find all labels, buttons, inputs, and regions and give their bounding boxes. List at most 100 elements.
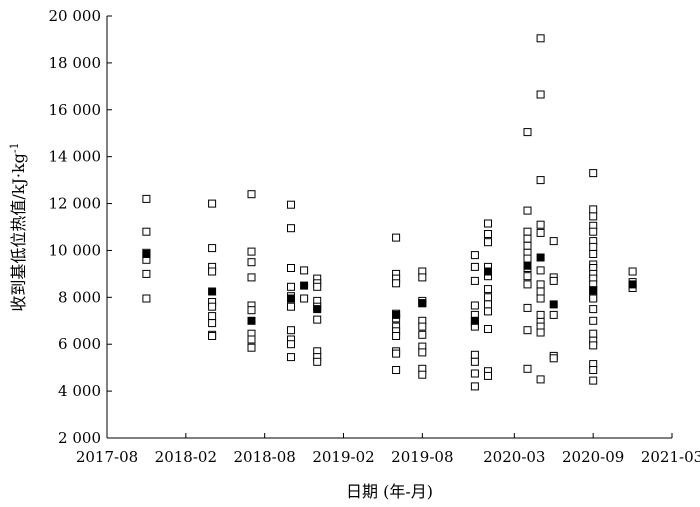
y-tick-label: 16 000: [49, 101, 102, 119]
data-point-open: [247, 190, 256, 199]
y-tick-label: 10 000: [49, 241, 102, 259]
data-point-open: [247, 258, 256, 267]
data-point-open: [589, 316, 598, 325]
data-point-open: [392, 349, 401, 358]
data-point-open: [523, 234, 532, 243]
data-point-open: [523, 241, 532, 250]
data-point-open: [484, 230, 492, 238]
data-point-open: [589, 212, 598, 221]
data-point-open: [536, 310, 545, 319]
axes: [106, 16, 672, 439]
data-point-filled: [536, 253, 545, 262]
data-point-filled: [247, 316, 256, 325]
data-point-open: [589, 169, 598, 178]
data-point-open: [247, 343, 256, 352]
data-point-open: [523, 280, 532, 289]
data-point-open: [536, 328, 545, 337]
data-point-open: [523, 326, 532, 335]
data-point-open: [418, 273, 427, 282]
data-point-open: [208, 244, 217, 253]
data-point-open: [470, 276, 479, 285]
data-point-open: [287, 302, 295, 311]
data-point-open: [208, 312, 217, 321]
data-point-filled: [523, 261, 532, 270]
data-point-open: [523, 272, 532, 281]
data-point-open: [142, 194, 151, 203]
data-point-open: [536, 287, 545, 296]
data-point-filled: [208, 287, 217, 296]
data-point-open: [287, 224, 295, 233]
x-tick-label: 2019-02: [312, 448, 374, 466]
data-point-open: [589, 329, 598, 338]
data-point-open: [208, 319, 217, 328]
y-axis-title: 收到基低位热值/kJ·kg-1: [8, 142, 29, 311]
data-point-open: [470, 357, 479, 366]
data-point-open: [208, 199, 217, 208]
data-point-open: [549, 310, 558, 319]
data-point-open: [536, 34, 545, 43]
data-point-filled: [549, 300, 558, 309]
data-point-open: [142, 294, 151, 303]
data-point-open: [589, 227, 598, 236]
data-point-open: [536, 176, 545, 185]
x-tick-label: 2020-09: [562, 448, 624, 466]
data-point-open: [287, 340, 295, 349]
data-point-open: [536, 280, 545, 289]
x-tick-label: 2017-08: [76, 448, 138, 466]
y-tick-label: 6 000: [58, 335, 101, 353]
data-point-open: [484, 293, 492, 302]
data-point-filled: [142, 250, 151, 258]
y-tick-label: 12 000: [49, 195, 102, 213]
data-point-open: [523, 303, 532, 312]
data-point-open: [392, 332, 401, 340]
data-point-open: [549, 276, 558, 285]
data-point-filled: [589, 286, 598, 295]
data-point-open: [392, 233, 401, 242]
data-point-open: [549, 237, 558, 246]
data-point-open: [247, 273, 256, 282]
data-point-open: [549, 354, 558, 363]
data-point-open: [287, 353, 295, 362]
data-point-filled: [287, 294, 295, 303]
data-point-open: [208, 302, 217, 311]
data-point-open: [247, 247, 256, 256]
data-point-open: [484, 325, 492, 333]
x-tick-label: 2021-03: [641, 448, 700, 466]
data-point-open: [536, 266, 545, 275]
y-axis-title-superscript: -1: [8, 142, 21, 153]
data-point-open: [484, 300, 492, 309]
data-point-open: [523, 254, 532, 263]
y-tick-label: 20 000: [49, 7, 102, 25]
data-point-open: [523, 227, 532, 236]
data-point-open: [470, 262, 479, 271]
data-point-filled: [392, 310, 401, 319]
data-point-open: [484, 371, 492, 380]
y-tick-label: 18 000: [49, 54, 102, 72]
data-point-open: [589, 205, 598, 214]
data-point-filled: [313, 305, 322, 314]
data-point-open: [470, 251, 479, 260]
data-point-open: [536, 294, 545, 303]
data-point-open: [536, 90, 545, 99]
data-point-open: [536, 375, 545, 384]
data-point-open: [523, 206, 532, 215]
data-point-open: [484, 285, 492, 294]
data-point-open: [418, 348, 427, 357]
data-point-open: [470, 369, 479, 378]
data-point-open: [589, 250, 598, 258]
x-tick-label: 2018-08: [234, 448, 296, 466]
data-point-open: [484, 219, 492, 228]
data-point-open: [470, 382, 479, 391]
data-point-open: [300, 294, 309, 303]
data-point-open: [523, 128, 532, 137]
data-point-open: [484, 238, 492, 247]
data-point-open: [287, 326, 295, 335]
data-point-open: [418, 322, 427, 331]
data-point-open: [589, 376, 598, 385]
y-tick-label: 2 000: [58, 429, 101, 447]
data-point-open: [313, 282, 322, 291]
data-point-open: [313, 357, 322, 366]
data-point-open: [589, 305, 598, 314]
x-tick-label: 2020-03: [483, 448, 545, 466]
